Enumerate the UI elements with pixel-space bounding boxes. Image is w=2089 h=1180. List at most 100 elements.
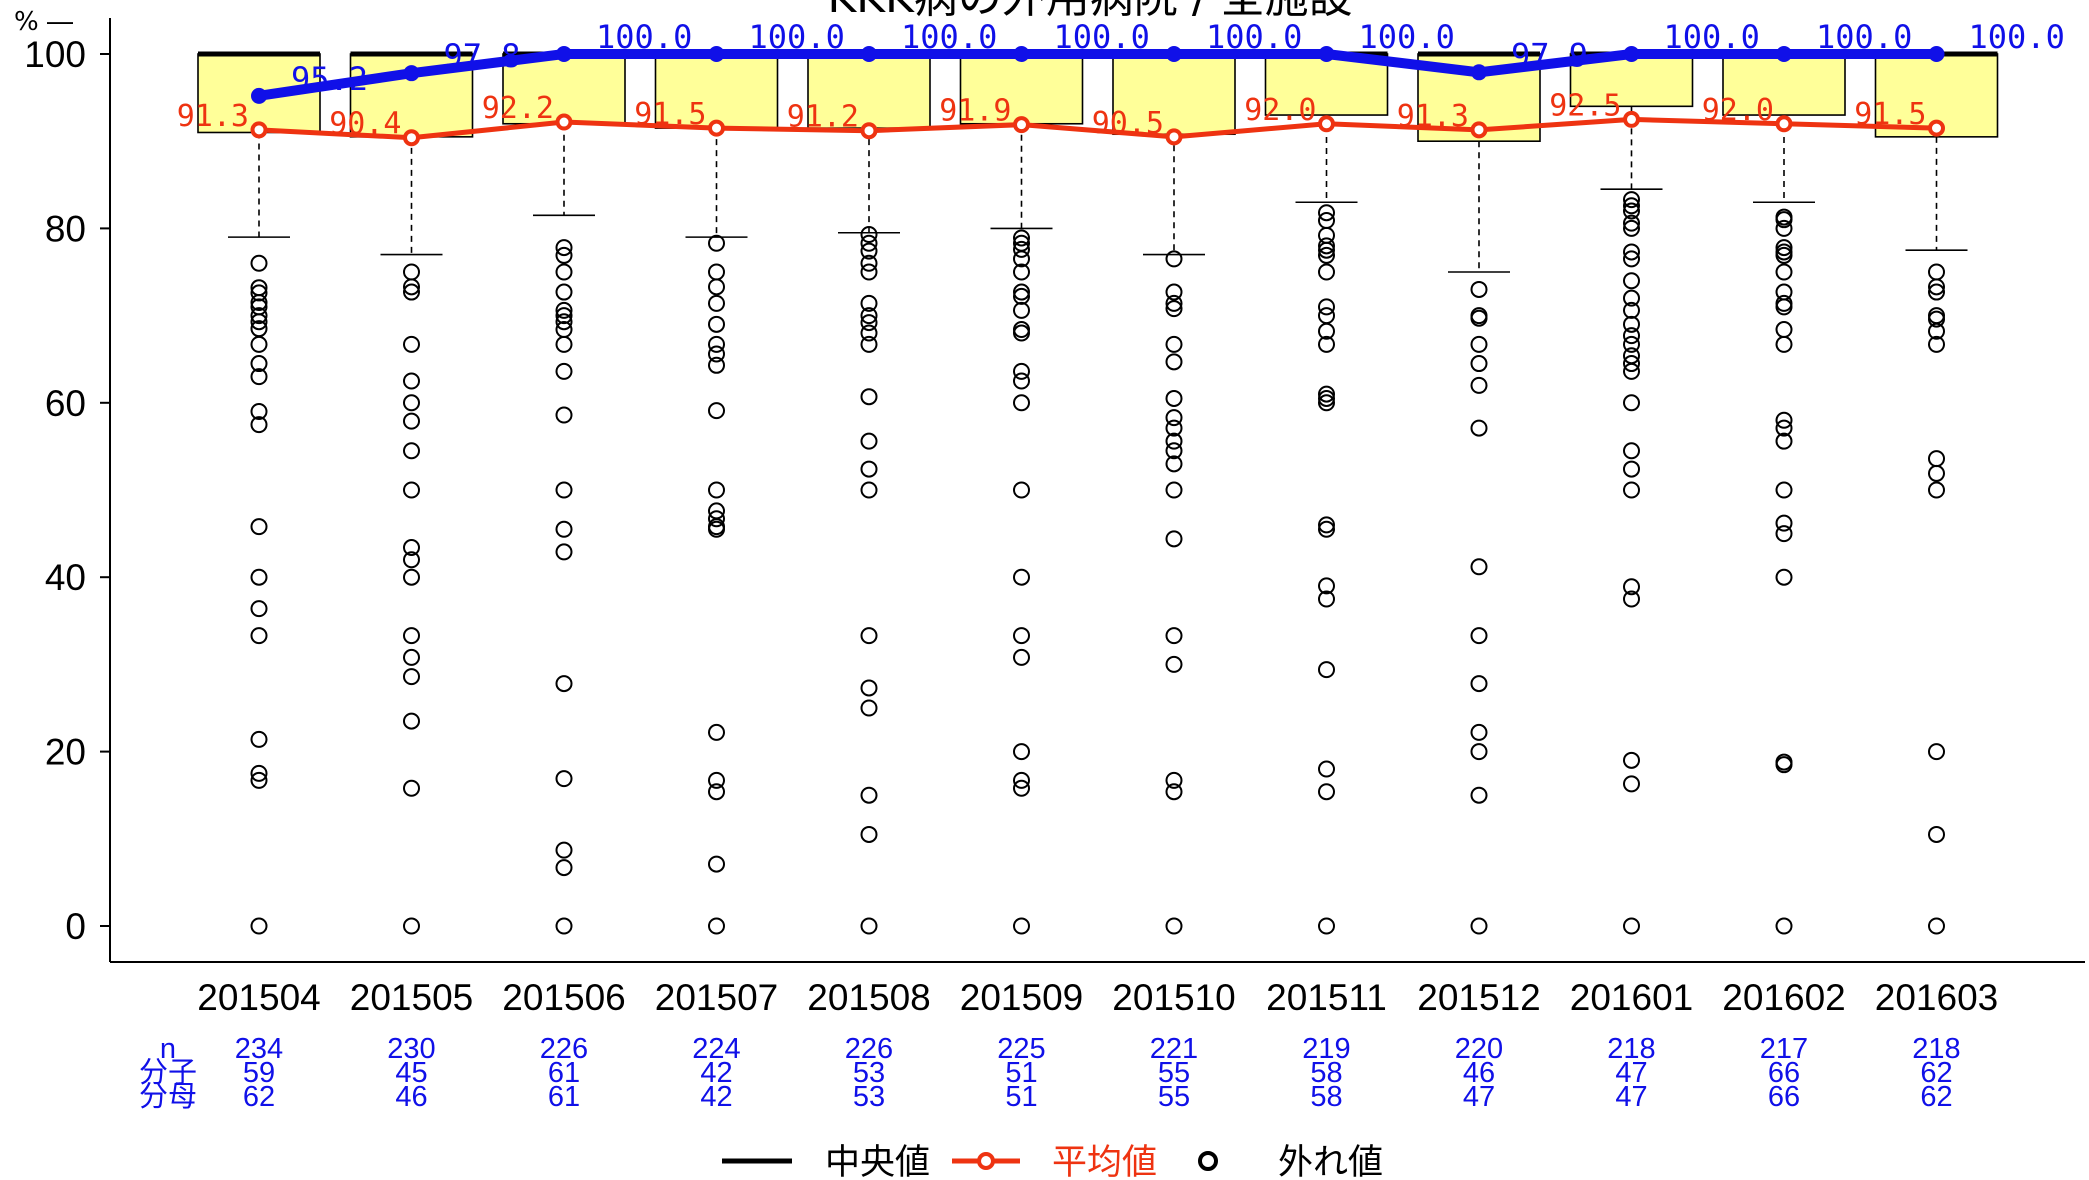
- count-n: 226: [845, 1033, 893, 1065]
- outlier-point: [1013, 372, 1030, 390]
- legend-outlier-marker: [1198, 1151, 1218, 1171]
- mean-point: [1928, 119, 1945, 137]
- outlier-point: [1165, 917, 1183, 935]
- outlier-point: [250, 771, 268, 789]
- outlier-point: [1470, 627, 1488, 645]
- y-tick-label: 80: [45, 208, 86, 249]
- max-data-label: 100.0: [1816, 18, 1912, 56]
- outlier-point: [250, 518, 268, 536]
- max-series: 95.2 97.8 100.0 100.0 100.0 100.0 100.0 100.0 97…: [251, 18, 2065, 104]
- outlier-point: [1623, 355, 1640, 373]
- count-numerator: 53: [853, 1057, 885, 1089]
- max-data-label: 95.2: [291, 60, 368, 98]
- outlier-point: [403, 568, 420, 586]
- mean-point: [1013, 116, 1030, 134]
- count-n: 220: [1455, 1033, 1503, 1065]
- outlier-point: [1165, 530, 1183, 548]
- max-line: [258, 49, 1937, 101]
- max-point: [1928, 46, 1945, 62]
- outlier-point: [1623, 394, 1640, 412]
- outlier-point: [250, 313, 268, 331]
- mean-point: [555, 113, 573, 131]
- count-denominator: 58: [1310, 1081, 1342, 1113]
- outlier-point: [1775, 298, 1793, 316]
- outlier-point: [1775, 246, 1793, 264]
- max-data-label: 100.0: [1664, 18, 1760, 56]
- mean-point: [1165, 128, 1183, 146]
- outlier-point: [1165, 783, 1183, 801]
- outlier-point: [1623, 289, 1640, 307]
- outlier-point: [555, 675, 573, 693]
- box-plots: [197, 51, 1999, 273]
- outlier-point: [403, 372, 420, 390]
- outlier-point: [1165, 409, 1183, 427]
- mean-data-label: 91.9: [939, 94, 1011, 129]
- outlier-point: [250, 307, 268, 325]
- outlier-point: [1470, 675, 1488, 693]
- outlier-point: [1775, 211, 1793, 229]
- outlier-point: [1318, 204, 1335, 222]
- mean-data-label: 91.3: [177, 99, 249, 134]
- outlier-point: [1775, 432, 1793, 450]
- row-label-n: n: [160, 1033, 176, 1065]
- outlier-point: [1165, 481, 1183, 499]
- count-n: 224: [692, 1033, 740, 1065]
- outlier-point: [555, 335, 573, 353]
- outlier-point: [250, 764, 268, 782]
- outlier-point: [403, 668, 420, 686]
- outlier-point: [555, 313, 573, 331]
- y-ticks: 0 20 40 60 80 100: [24, 34, 110, 947]
- outlier-point: [1928, 278, 1945, 296]
- outlier-point: [1165, 627, 1183, 645]
- outlier-point: [1623, 315, 1640, 333]
- outlier-point: [1165, 335, 1183, 353]
- outlier-point: [250, 730, 268, 748]
- box: [1112, 53, 1236, 136]
- count-numerator: 45: [395, 1057, 427, 1089]
- legend-mean-marker: [977, 1152, 995, 1170]
- outlier-point: [860, 234, 878, 252]
- outlier-point: [250, 368, 268, 386]
- outlier-point: [1775, 335, 1793, 353]
- max-data-label: 97.9: [1511, 36, 1588, 74]
- outlier-point: [1470, 309, 1488, 327]
- outlier-point: [1470, 786, 1488, 804]
- outlier-point: [250, 627, 268, 645]
- mean-data-label: 92.5: [1549, 88, 1621, 123]
- outlier-point: [860, 335, 878, 353]
- x-tick-label: 201510: [1112, 977, 1235, 1018]
- count-denominator: 47: [1463, 1081, 1495, 1113]
- outlier-point: [1165, 442, 1183, 460]
- row-label-denominator: 分母: [139, 1081, 197, 1113]
- legend-median-label: 中央値: [825, 1143, 930, 1180]
- outlier-point: [403, 412, 420, 430]
- mean-series: 91.3 90.4 92.2 91.5 91.2 91.9 90.5 92.0 91.3 92.5…: [177, 88, 1945, 147]
- outlier-point: [403, 394, 420, 412]
- outlier-point: [555, 406, 573, 424]
- mean-data-label: 91.5: [1854, 97, 1926, 132]
- outlier-point: [1013, 229, 1030, 247]
- outlier-point: [250, 403, 268, 421]
- box: [1264, 53, 1389, 116]
- outlier-point: [1623, 202, 1640, 220]
- max-point: [1318, 46, 1335, 62]
- outlier-point: [708, 294, 725, 312]
- x-tick-label: 201601: [1570, 977, 1693, 1018]
- outlier-point: [1470, 917, 1488, 935]
- outlier-point: [1318, 241, 1335, 259]
- outlier-point: [250, 568, 268, 586]
- outlier-point: [1318, 335, 1335, 353]
- outlier-point: [1318, 590, 1335, 608]
- count-numerator: 42: [700, 1057, 732, 1089]
- outlier-point: [1623, 214, 1640, 232]
- outlier-point: [250, 355, 268, 373]
- outlier-point: [1318, 394, 1335, 412]
- outlier-point: [1013, 263, 1030, 281]
- outlier-point: [1775, 568, 1793, 586]
- y-unit: % ―: [14, 7, 73, 37]
- outlier-point: [403, 539, 420, 557]
- legend-mean-label: 平均値: [1052, 1143, 1157, 1180]
- outlier-point: [555, 263, 573, 281]
- outlier-point: [1623, 301, 1640, 319]
- mean-data-label: 91.2: [787, 100, 859, 135]
